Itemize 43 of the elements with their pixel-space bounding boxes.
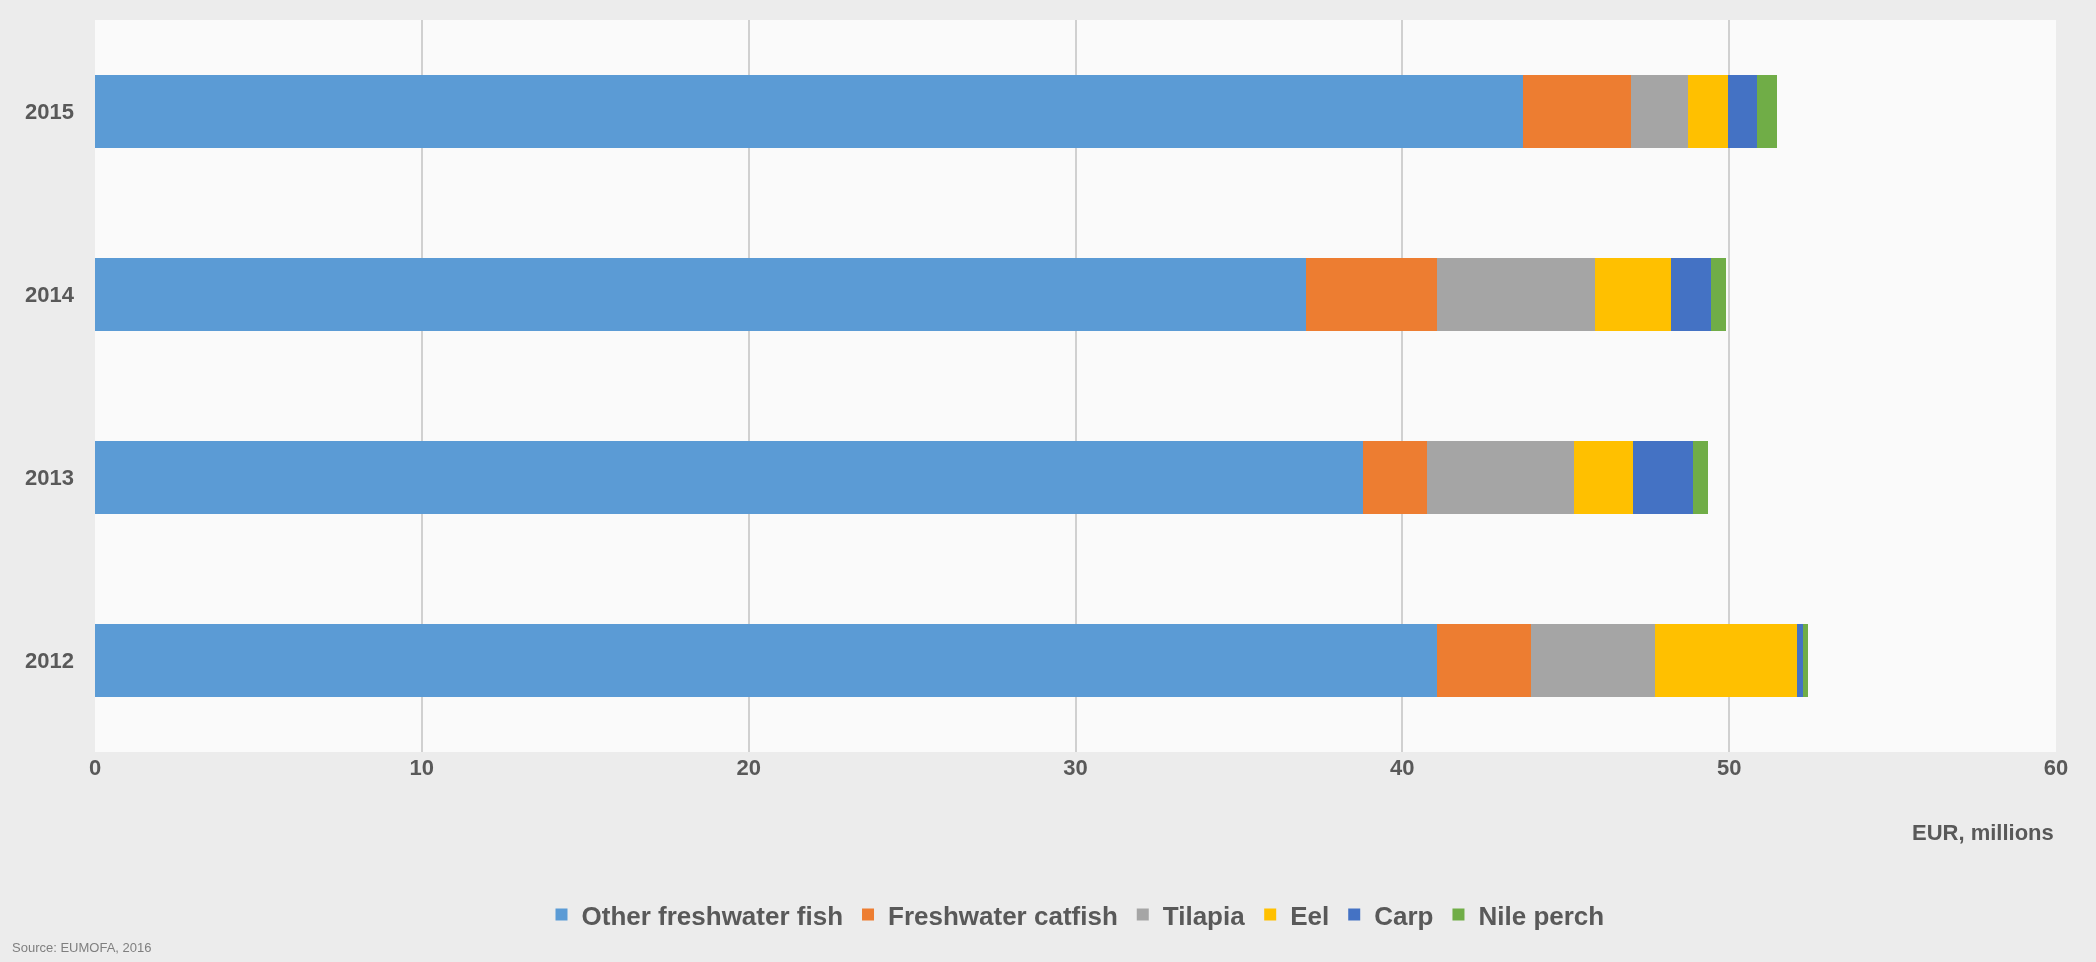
bar (1595, 257, 1672, 332)
x-tick-label: 40 (1390, 755, 1415, 780)
bar (1692, 440, 1708, 515)
x-tick-label: 10 (409, 755, 435, 780)
y-tick-label: 2014 (25, 282, 75, 308)
x-tick-label: 60 (2043, 755, 2069, 780)
legend-label: Eel (1290, 900, 1330, 931)
bar (95, 74, 1524, 149)
bar (1573, 440, 1634, 515)
bar (1633, 440, 1693, 515)
bar (1437, 623, 1532, 698)
bar (1363, 440, 1427, 515)
bar (1756, 74, 1777, 149)
bar (1436, 257, 1596, 332)
bar (1802, 623, 1808, 698)
bar (1523, 74, 1632, 149)
y-tick-label: 2015 (25, 99, 74, 125)
bar (1426, 440, 1574, 515)
legend-label: Carp (1374, 900, 1434, 931)
bar (1655, 623, 1798, 698)
x-tick-label: 50 (1716, 755, 1742, 780)
bar (1688, 74, 1728, 149)
x-axis-title: EUR, millions (1912, 820, 2054, 845)
bar (1797, 623, 1803, 698)
bar (95, 623, 1438, 698)
bar (95, 257, 1306, 332)
legend-label: Nile perch (1478, 900, 1605, 931)
y-tick-label: 2013 (25, 465, 74, 491)
bar (1710, 257, 1727, 332)
bar (95, 440, 1364, 515)
bar (1305, 257, 1437, 332)
x-tick-label: 0 (88, 755, 102, 780)
bar (1671, 257, 1711, 332)
y-tick-label: 2012 (25, 648, 74, 674)
x-tick-label: 20 (736, 755, 761, 780)
bar (1727, 74, 1757, 149)
bar (1631, 74, 1689, 149)
legend-label: Tilapia (1162, 900, 1246, 931)
legend-label: Other freshwater fish (581, 900, 844, 931)
legend-label: Freshwater catfish (888, 900, 1118, 931)
x-tick-label: 30 (1063, 755, 1088, 780)
source-note: Source: EUMOFA, 2016 (12, 940, 152, 955)
bar (1531, 623, 1656, 698)
